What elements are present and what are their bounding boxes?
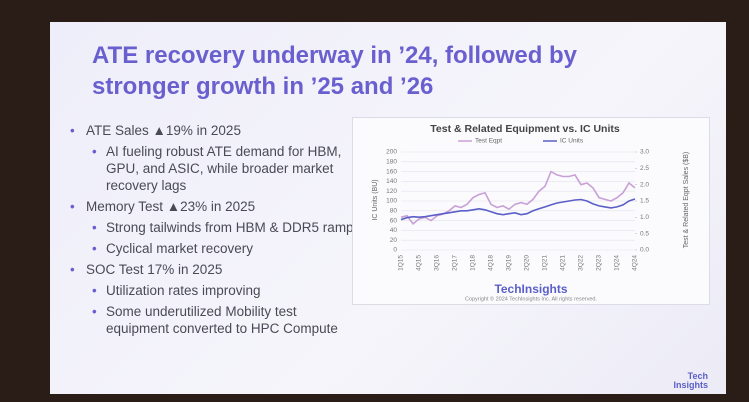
y-tick-label: 100 xyxy=(386,198,397,205)
y2-tick-label: 3.0 xyxy=(640,149,649,156)
chart-box: Test & Related Equipment vs. IC Units Te… xyxy=(352,117,710,305)
y-tick-label: 120 xyxy=(386,188,397,195)
chart: Test & Related Equipment vs. IC Units Te… xyxy=(372,123,690,303)
sub-bullet: Some underutilized Mobility test equipme… xyxy=(70,303,360,337)
x-tick-label: 3Q19 xyxy=(506,255,513,271)
sub-bullet: Cyclical market recovery xyxy=(70,240,360,257)
y-tick-label: 180 xyxy=(386,159,397,166)
x-tick-label: 3Q16 xyxy=(434,255,441,271)
bullet: Memory Test ▲23% in 2025 xyxy=(70,198,360,215)
y-tick-label: 0 xyxy=(393,247,397,254)
logo-line: Insights xyxy=(673,380,708,390)
x-tick-label: 4Q24 xyxy=(632,255,639,271)
y2-tick-label: 0.5 xyxy=(640,230,649,237)
legend-label: Test Eqpt xyxy=(475,138,502,145)
y2-tick-label: 1.5 xyxy=(640,198,649,205)
chart-logo: TechInsights xyxy=(494,282,567,296)
bullet: ATE Sales ▲19% in 2025 xyxy=(70,122,360,139)
x-tick-label: 1Q24 xyxy=(614,255,621,271)
y-tick-label: 200 xyxy=(386,149,397,156)
y2-tick-label: 1.0 xyxy=(640,214,649,221)
title-line: stronger growth in ’25 and ’26 xyxy=(92,73,434,100)
slide: ATE recovery underway in ’24, followed b… xyxy=(50,22,726,394)
bullet-list: ATE Sales ▲19% in 2025 AI fueling robust … xyxy=(70,122,360,341)
y-tick-label: 20 xyxy=(390,237,398,244)
x-tick-label: 3Q22 xyxy=(578,255,585,271)
x-tick-label: 2Q17 xyxy=(452,255,459,271)
y-tick-label: 140 xyxy=(386,178,397,185)
legend-label: IC Units xyxy=(560,138,584,145)
slide-title: ATE recovery underway in ’24, followed b… xyxy=(92,40,577,102)
sub-bullet: AI fueling robust ATE demand for HBM, GP… xyxy=(70,143,360,194)
y2-axis-label: Test & Related Eqpt Sales ($B) xyxy=(683,152,690,249)
x-tick-label: 4Q15 xyxy=(416,255,423,271)
y2-tick-label: 0.0 xyxy=(640,247,649,254)
logo-line: Tech xyxy=(687,371,708,381)
x-tick-label: 2Q20 xyxy=(524,255,531,271)
y-tick-label: 60 xyxy=(390,217,398,224)
chart-copyright: Copyright © 2024 TechInsights Inc. All r… xyxy=(465,295,598,302)
x-tick-label: 4Q18 xyxy=(488,255,495,271)
chart-title: Test & Related Equipment vs. IC Units xyxy=(430,123,620,135)
x-tick-label: 1Q18 xyxy=(470,255,477,271)
y-tick-label: 80 xyxy=(390,208,398,215)
title-line: ATE recovery underway in ’24, followed b… xyxy=(92,42,578,69)
sub-bullet: Utilization rates improving xyxy=(70,282,360,299)
y-tick-label: 40 xyxy=(390,227,398,234)
x-tick-label: 4Q21 xyxy=(560,255,567,271)
y2-tick-label: 2.0 xyxy=(640,181,649,188)
x-tick-label: 1Q15 xyxy=(398,255,405,271)
y-axis-label: IC Units (BU) xyxy=(372,179,379,220)
logo: Tech Insights xyxy=(673,372,708,390)
x-tick-label: 1Q21 xyxy=(542,255,549,271)
bullet: SOC Test 17% in 2025 xyxy=(70,261,360,278)
x-tick-label: 2Q23 xyxy=(596,255,603,271)
series-line xyxy=(400,170,636,226)
y-tick-label: 160 xyxy=(386,168,397,175)
sub-bullet: Strong tailwinds from HBM & DDR5 ramp xyxy=(70,219,360,236)
y2-tick-label: 2.5 xyxy=(640,165,649,172)
series-line xyxy=(400,198,636,221)
